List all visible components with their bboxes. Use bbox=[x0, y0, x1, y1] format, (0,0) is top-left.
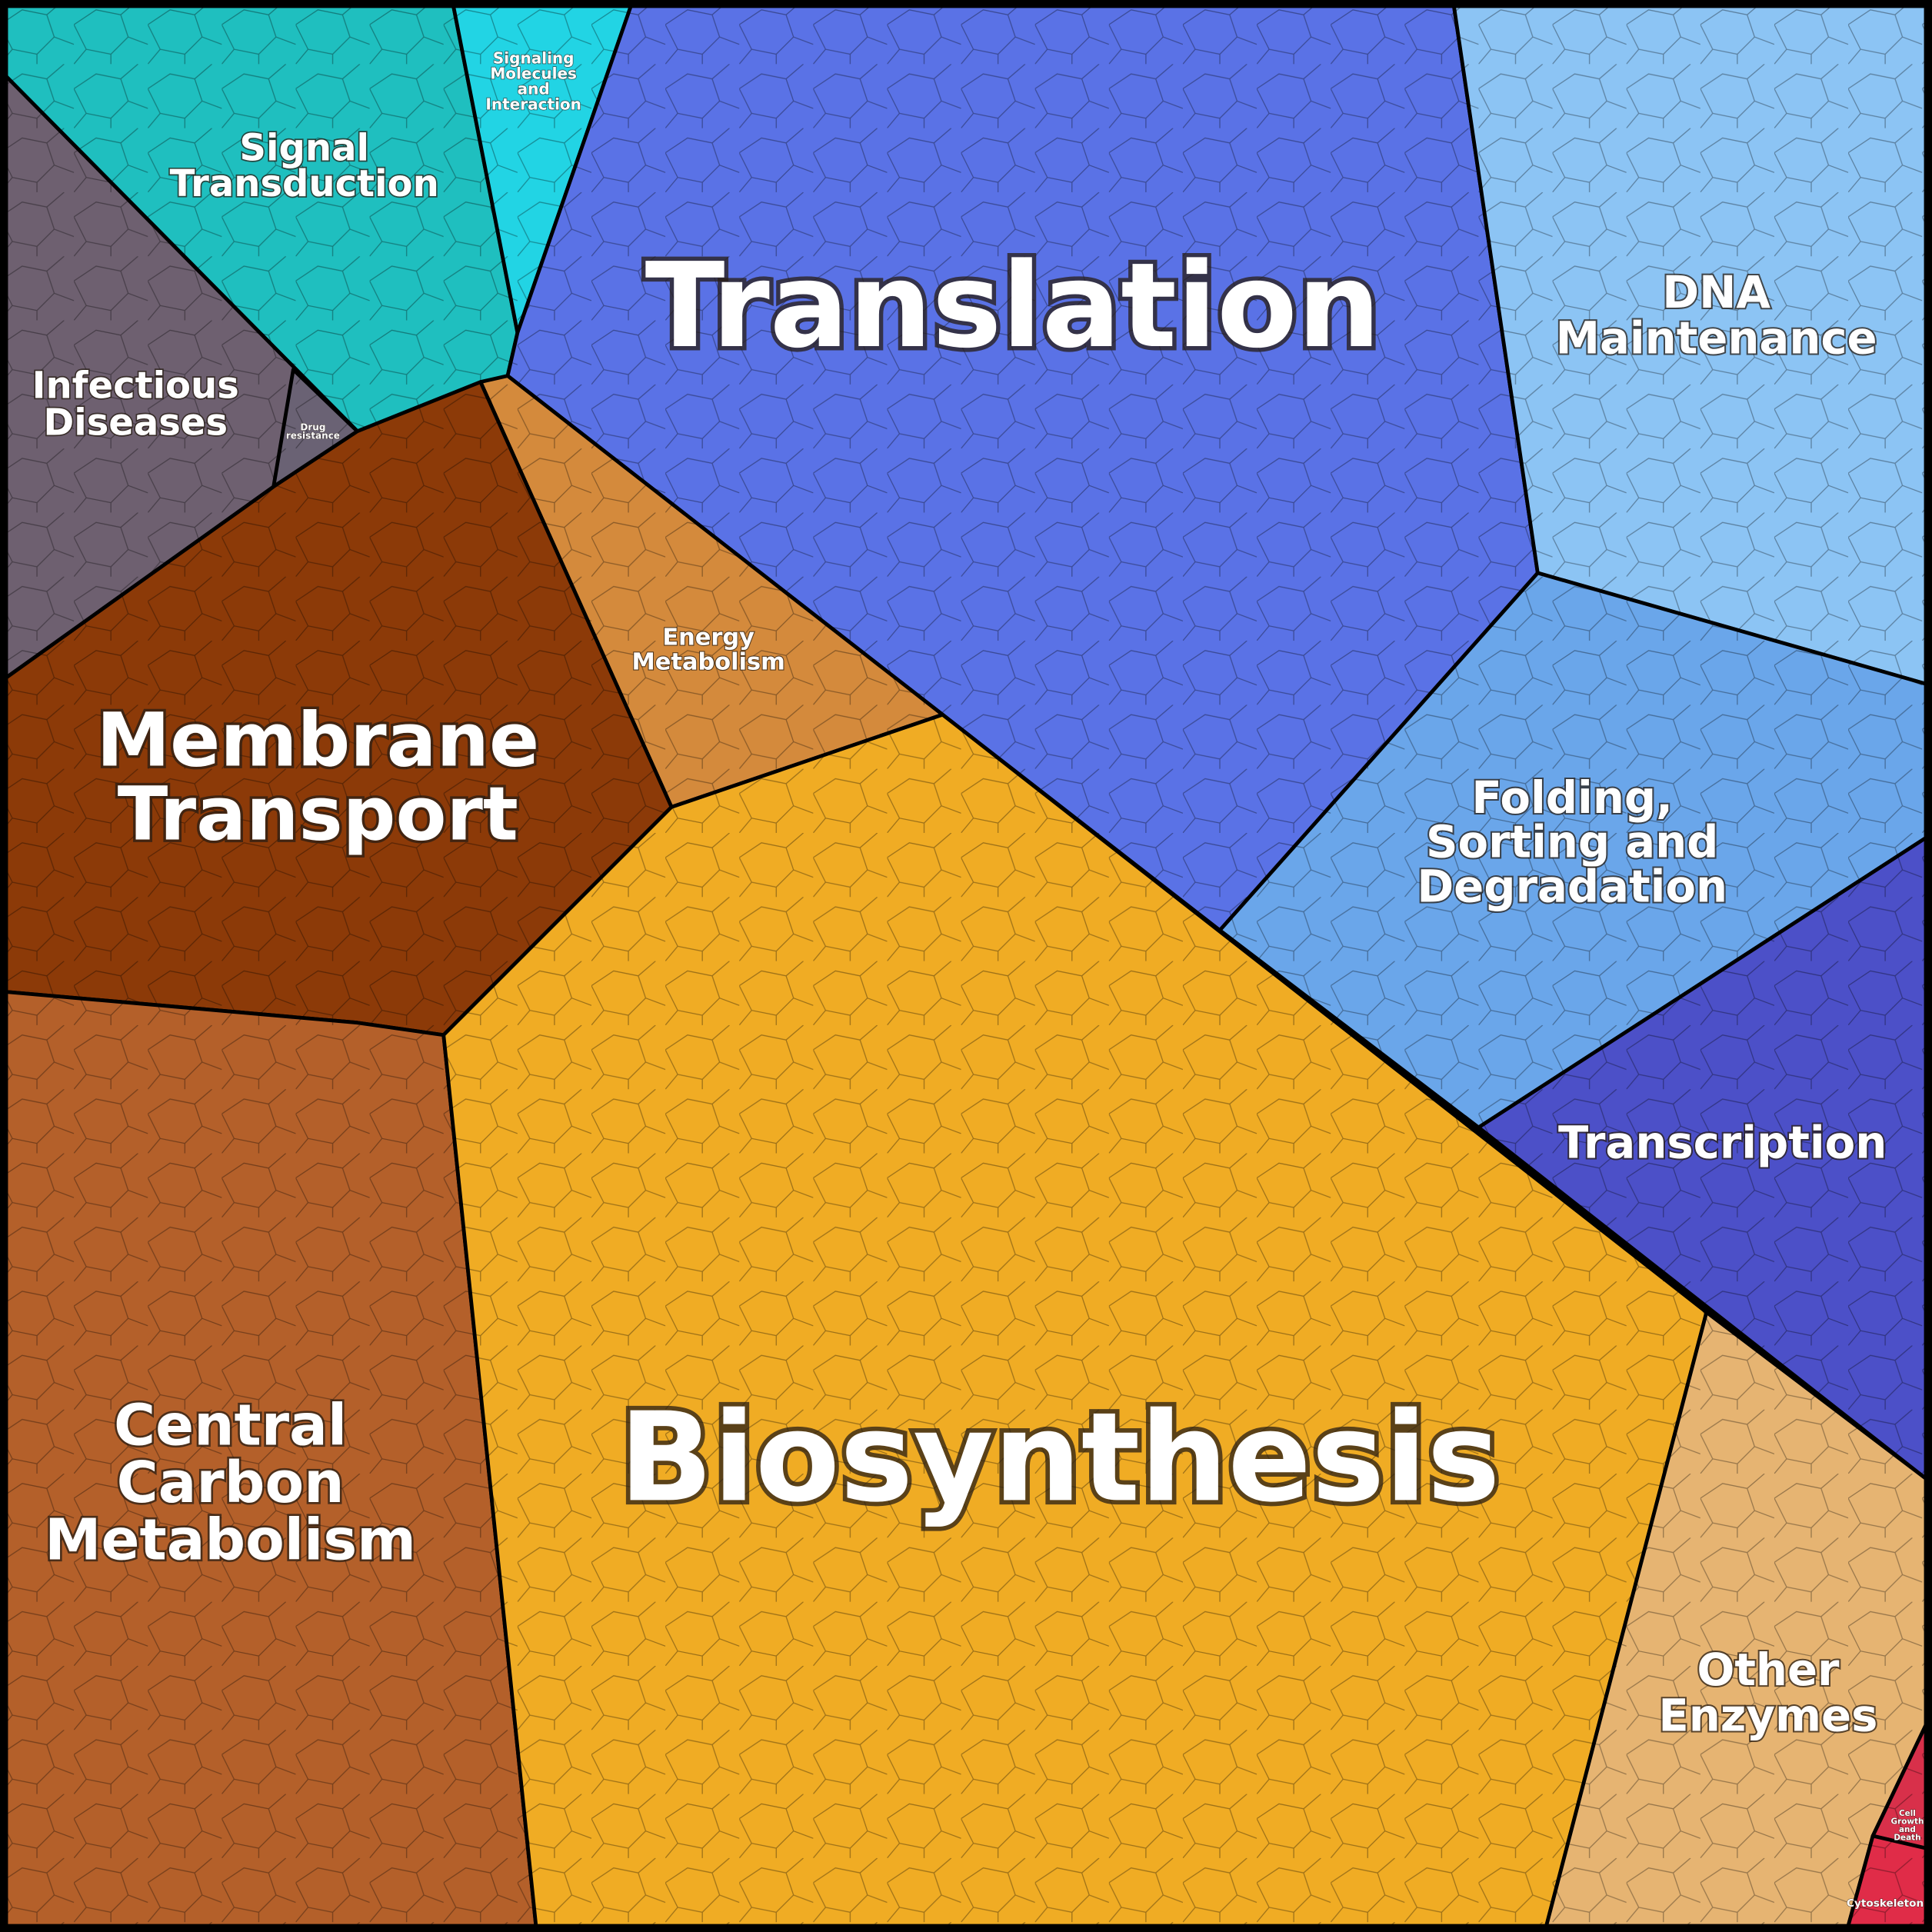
region-label: Other bbox=[1697, 1644, 1840, 1696]
region-label: Maintenance bbox=[1556, 311, 1877, 364]
region-label: Infectious bbox=[32, 365, 239, 408]
region-texture bbox=[1454, 6, 1926, 685]
region-label: resistance bbox=[286, 431, 340, 441]
region-label: Central bbox=[114, 1393, 347, 1458]
region-label: Growth bbox=[1891, 1817, 1924, 1827]
region-label: Enzymes bbox=[1658, 1689, 1877, 1741]
region-label: and bbox=[518, 79, 550, 98]
region-label: Transduction bbox=[170, 162, 439, 205]
region-label: Membrane bbox=[97, 698, 540, 784]
region-label: Degradation bbox=[1417, 860, 1727, 912]
region-label: Signaling bbox=[493, 48, 575, 67]
region-label: Cytoskeleton bbox=[1847, 1897, 1924, 1910]
region-label: Cell bbox=[1899, 1809, 1916, 1818]
region-texture bbox=[6, 76, 358, 678]
region-label: Drug bbox=[300, 421, 325, 432]
region-texture bbox=[6, 381, 672, 1035]
region-texture bbox=[1220, 572, 1926, 1128]
region-label: Transcription bbox=[1558, 1117, 1887, 1169]
region-texture bbox=[480, 375, 943, 808]
region-label: Metabolism bbox=[45, 1507, 416, 1573]
region-label: Sorting and bbox=[1426, 816, 1719, 868]
region-texture bbox=[508, 6, 1538, 931]
region-label: Diseases bbox=[43, 401, 228, 445]
region-label: Molecules bbox=[490, 64, 577, 82]
region-label: Biosynthesis bbox=[619, 1385, 1501, 1529]
region-texture bbox=[443, 715, 1707, 1926]
region-texture bbox=[6, 991, 536, 1926]
region-texture bbox=[1546, 1312, 1926, 1926]
labels: SignalTransductionSignalingMoleculesandI… bbox=[31, 48, 1924, 1910]
region-texture bbox=[453, 6, 631, 333]
region-label: Interaction bbox=[485, 95, 581, 113]
region-label: DNA bbox=[1662, 266, 1770, 318]
region-label: Metabolism bbox=[632, 648, 785, 675]
region-label: Signal bbox=[239, 126, 369, 169]
region-label: Death bbox=[1894, 1833, 1920, 1842]
region-label: Transport bbox=[118, 771, 518, 858]
regions bbox=[4, 4, 1928, 1928]
region-label: and bbox=[1899, 1825, 1916, 1834]
region-texture bbox=[1478, 838, 1926, 1479]
region-label: Carbon bbox=[117, 1451, 345, 1516]
region-texture bbox=[273, 369, 358, 487]
region-texture bbox=[1848, 1836, 1926, 1926]
region-label: Energy bbox=[662, 624, 754, 651]
region-label: Translation bbox=[645, 238, 1381, 374]
region-label: Folding, bbox=[1471, 771, 1673, 824]
region-texture bbox=[1873, 1724, 1926, 1849]
region-texture bbox=[6, 6, 518, 431]
